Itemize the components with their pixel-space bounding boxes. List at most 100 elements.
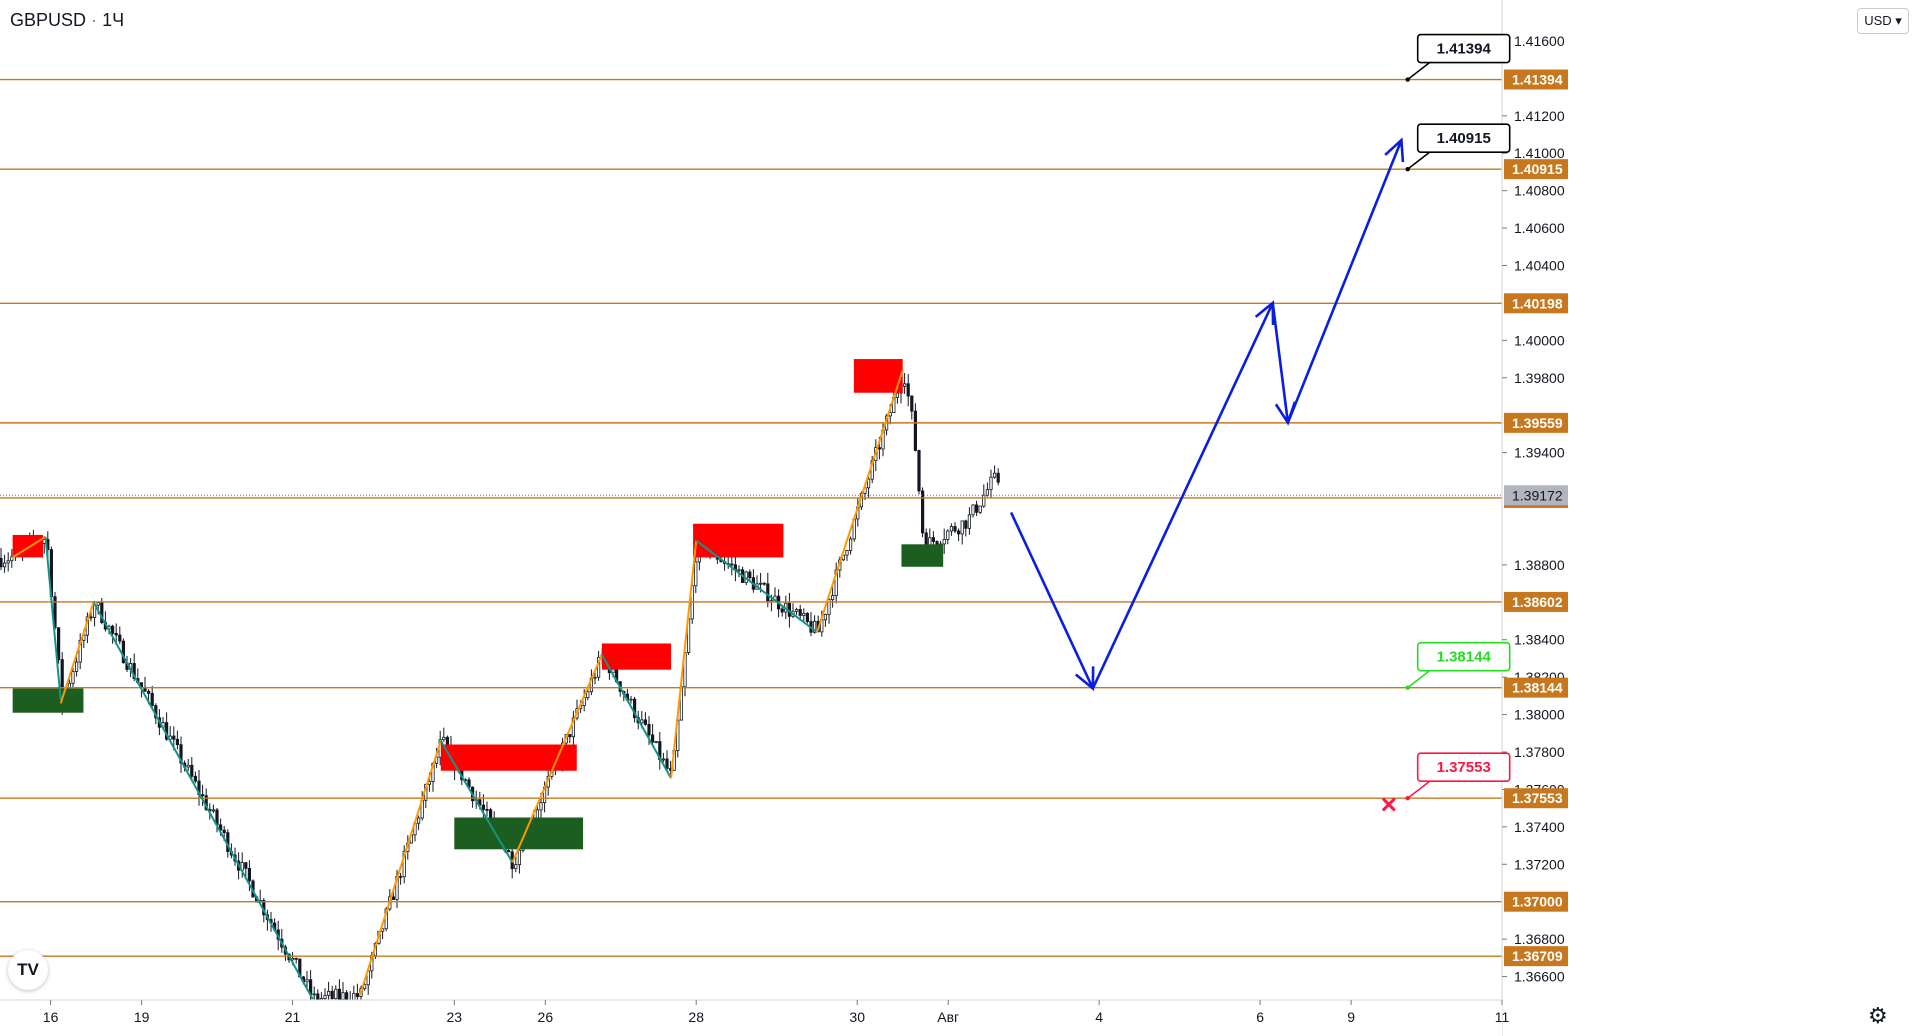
candle-body (391, 896, 396, 900)
callout-anchor (1405, 77, 1410, 82)
price-tick-label: 1.41000 (1514, 145, 1565, 161)
currency-button[interactable]: USD ▾ (1857, 8, 1909, 34)
callout-text: 1.40915 (1437, 130, 1491, 147)
candle-body (849, 538, 853, 551)
time-tick-label: 6 (1256, 1009, 1264, 1025)
time-axis-bg (0, 1000, 1502, 1036)
candle-body (175, 738, 179, 746)
candle-body (989, 476, 993, 490)
candle-body (967, 514, 972, 529)
candle-body (172, 735, 176, 740)
level-price-badge-text: 1.41394 (1512, 72, 1563, 88)
candle-body (910, 395, 914, 412)
candle-body (971, 504, 975, 516)
candle-body (823, 613, 828, 621)
candle-body (931, 537, 936, 542)
candle-body (326, 990, 331, 996)
candle-body (0, 557, 3, 568)
callout-text: 1.38144 (1437, 649, 1492, 666)
forecast-arrowhead (1074, 666, 1095, 692)
tradingview-logo[interactable]: TV (8, 950, 48, 990)
candle-body (946, 530, 950, 540)
candle-body (834, 569, 838, 596)
forecast-segment (1271, 302, 1290, 423)
time-tick-label: 19 (134, 1009, 150, 1025)
current-price-badge-text: 1.39172 (1512, 487, 1563, 503)
candle-body (247, 867, 251, 882)
callout-anchor (1405, 166, 1410, 172)
candle-body (978, 505, 982, 513)
candle-body (222, 829, 226, 834)
forecast-layer (1009, 137, 1405, 692)
candle-body (481, 804, 486, 810)
candle-body (416, 817, 421, 824)
time-tick-label: 23 (447, 1009, 463, 1025)
symbol-name: GBPUSD (10, 10, 87, 30)
candle-body (996, 472, 1000, 483)
forecast-arrowhead (1254, 300, 1275, 325)
level-price-badge (1504, 946, 1568, 967)
zigzag-up-segment (816, 369, 904, 633)
price-tick-label: 1.41200 (1514, 108, 1565, 124)
callout-pointer (1407, 61, 1431, 81)
level-price-badge-text: 1.37553 (1512, 790, 1563, 806)
levels-layer (0, 78, 1502, 957)
candle-body (312, 993, 316, 996)
demand-zone (901, 544, 944, 567)
candle-body (305, 979, 309, 983)
candle-body (917, 450, 921, 492)
candle-body (114, 633, 118, 636)
candle-body (514, 864, 518, 870)
price-tick-label: 1.37200 (1514, 856, 1565, 872)
candle-body (75, 661, 79, 672)
candle-body (665, 758, 669, 769)
candle-body (179, 744, 183, 764)
header-separator: · (91, 10, 98, 30)
candle-body (402, 851, 406, 878)
candle-body (89, 616, 93, 619)
candle-body (571, 717, 576, 738)
supply-zone (601, 643, 672, 670)
candle-body (488, 809, 493, 819)
candle-body (802, 612, 806, 616)
time-tick-label: 21 (285, 1009, 301, 1025)
candle-body (640, 719, 644, 724)
candle-body (957, 530, 961, 535)
candle-body (57, 627, 61, 661)
current-price-badge (1504, 485, 1568, 506)
candle-body (96, 602, 100, 606)
level-price-badge (1504, 788, 1568, 809)
level-price-badge (1504, 69, 1568, 90)
price-tick-label: 1.36600 (1514, 969, 1565, 985)
time-tick-label: 11 (1495, 1009, 1510, 1025)
time-tick-label: 4 (1095, 1009, 1103, 1025)
candle-body (586, 691, 590, 698)
candle-body (759, 582, 763, 585)
price-tick-label: 1.39400 (1514, 445, 1565, 461)
candle-body (795, 609, 799, 612)
callout-text: 1.41394 (1437, 41, 1492, 58)
candle-body (748, 571, 752, 579)
candle-body (506, 850, 511, 853)
price-axis-bg (1502, 0, 1920, 1036)
zigzag-down-segment (92, 601, 314, 1000)
candle-body (294, 957, 298, 960)
candle-body (355, 993, 360, 997)
gear-icon[interactable]: ⚙ (1868, 1003, 1888, 1028)
symbol-header[interactable]: GBPUSD · 1Ч (10, 10, 124, 31)
time-tick-label: 28 (688, 1009, 704, 1025)
zigzag-layer (12, 369, 904, 1000)
callout-text: 1.37553 (1437, 759, 1491, 776)
candle-body (813, 620, 817, 633)
candle-body (647, 723, 651, 736)
candle-body (906, 383, 910, 397)
candle-body (953, 526, 957, 532)
candle-body (913, 410, 918, 451)
candle-body (398, 876, 403, 878)
candle-body (341, 992, 345, 1001)
candle-body (766, 583, 770, 603)
candle-body (111, 625, 115, 634)
candle-body (993, 472, 997, 478)
